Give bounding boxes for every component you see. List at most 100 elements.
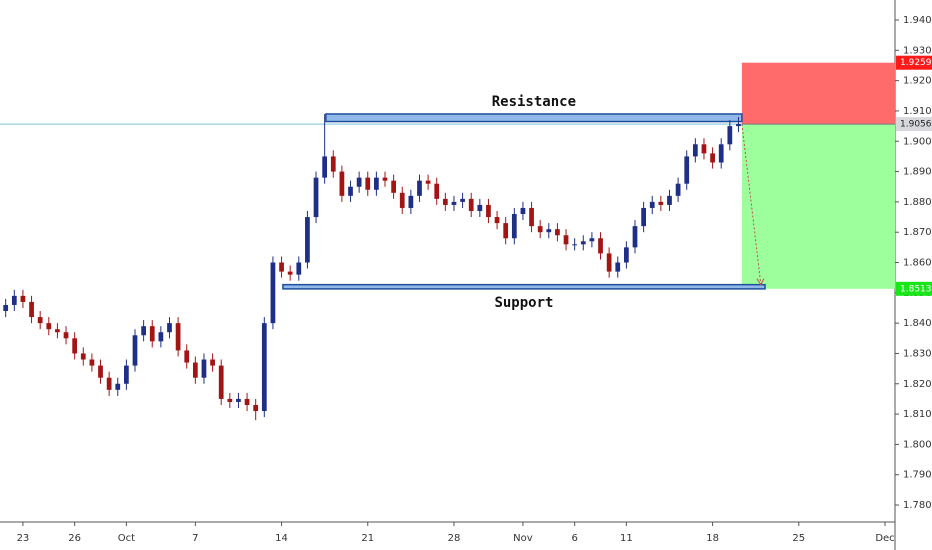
candle-body [727,126,733,145]
candle-body [718,144,724,163]
candle-body [563,235,569,245]
candle-body [675,183,681,196]
y-tick-label: 1.87000 [903,227,932,238]
price-label-bg [896,117,932,132]
candle-body [494,217,500,224]
y-tick-label: 1.88000 [903,197,932,208]
candle-body [624,247,629,263]
candle-body [124,365,129,384]
candle-body [503,223,509,239]
x-tick-label: 26 [68,533,81,544]
x-tick-label: 18 [706,533,719,544]
candle-body [615,262,621,272]
candle-body [710,153,715,163]
candle-body [29,301,34,318]
candle-body [658,201,664,205]
candle-body [598,238,603,254]
candle-body [3,304,9,312]
candle-body [339,171,345,196]
candle-body [477,204,483,211]
target-zone [741,124,895,289]
x-tick-label: 21 [361,533,374,544]
candle-body [305,217,310,263]
candle-body [270,262,276,324]
candle-body [434,183,440,199]
y-tick-label: 1.91000 [903,106,932,117]
candle-body [210,359,215,366]
zone-label: Resistance [492,94,576,110]
candle-body [399,192,405,208]
candle-body [649,201,655,208]
candle-body [382,177,388,181]
candle-body [80,353,86,360]
candle-body [641,207,646,227]
candle-body [486,204,491,218]
candle-body [63,332,69,339]
price-label: 1.85133 [900,284,932,294]
y-tick-label: 1.83000 [903,348,932,359]
candle-body [417,180,422,196]
candle-body [572,244,578,246]
candle-body [348,186,353,196]
y-tick-label: 1.82000 [903,379,932,390]
candle-body [192,362,198,378]
x-tick-label: Nov [513,533,533,544]
candle-body [201,359,207,378]
candle-body [261,323,267,412]
zone-label: Support [494,295,553,311]
x-tick-label: 6 [571,533,577,544]
y-tick-label: 1.94000 [903,15,932,26]
candle-body [141,326,146,336]
candle-body [287,271,293,275]
x-tick-label: Dec [875,533,894,544]
price-label-bg [896,55,932,70]
y-tick-label: 1.79000 [903,470,932,481]
candle-body [149,326,155,342]
candle-body [425,180,431,184]
candle-body [11,295,17,305]
y-tick-label: 1.81000 [903,409,932,420]
x-tick-label: 28 [448,533,461,544]
candle-body [589,238,595,242]
candle-body [46,323,52,330]
x-tick-label: 14 [275,533,288,544]
candle-body [115,383,121,390]
y-tick-label: 1.84000 [903,318,932,329]
candle-body [158,332,164,342]
candle-body [279,262,284,272]
candle-body [244,398,250,405]
candle-body [89,359,95,366]
candle-body [374,177,379,190]
candle-body [20,295,26,302]
candle-body [667,195,672,205]
y-tick-label: 1.92000 [903,76,932,87]
candle-body [684,156,690,184]
candle-body [701,144,707,154]
y-tick-label: 1.86000 [903,258,932,269]
candle-body [253,404,259,412]
candle-body [313,177,319,218]
y-tick-label: 1.78000 [903,500,932,511]
candle-body [408,195,414,208]
candle-body [736,123,741,127]
x-tick-label: 25 [792,533,805,544]
sr-zone [282,283,766,290]
candle-body [227,398,233,402]
candle-body [468,198,474,211]
candle-body [296,262,302,275]
y-tick-label: 1.90000 [903,136,932,147]
candle-body [546,229,552,233]
projection-arrow [741,124,762,285]
candle-body [529,207,534,227]
candle-body [442,198,448,205]
candle-body [606,253,612,272]
candle-body [55,329,60,333]
x-tick-label: 7 [192,533,198,544]
candle-body [632,226,638,248]
stop-zone [741,62,895,125]
candle-body [37,317,43,324]
candle-body [72,338,78,354]
y-tick-label: 1.80000 [903,439,932,450]
